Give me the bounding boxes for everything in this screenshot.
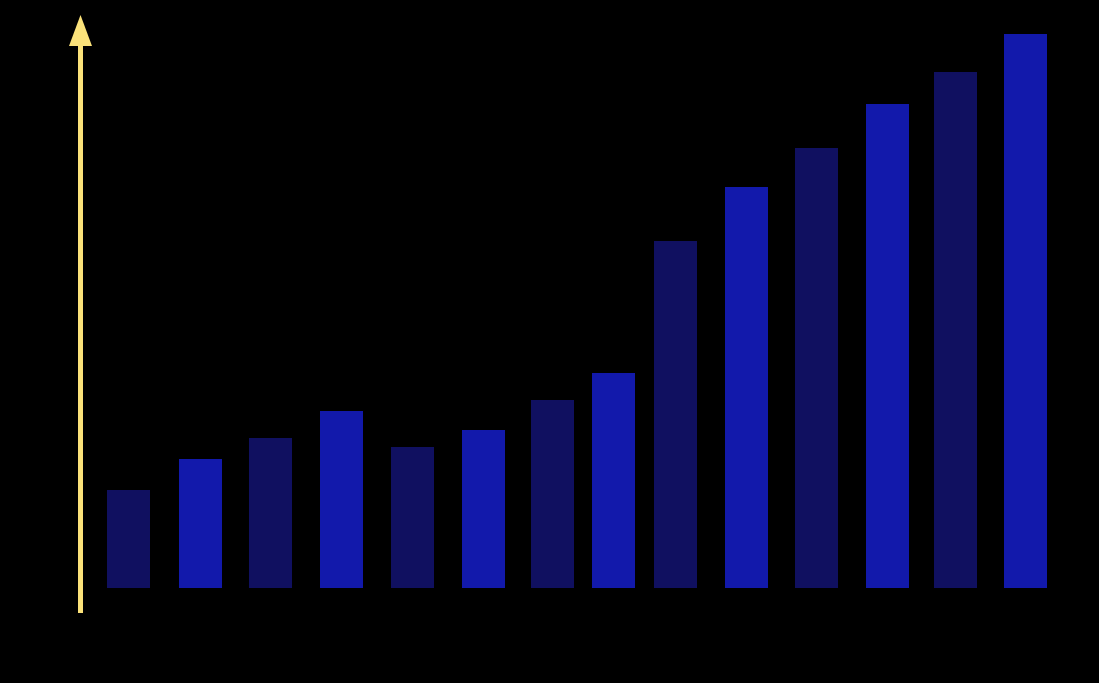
bar-6 [462, 430, 505, 588]
bar-13 [934, 72, 977, 588]
bar-5 [391, 447, 434, 588]
bar-12 [866, 104, 909, 588]
bar-7 [531, 400, 574, 588]
bar-10 [725, 187, 768, 588]
bar-11 [795, 148, 838, 588]
bar-4 [320, 411, 363, 588]
bar-14 [1004, 34, 1047, 588]
bar-9 [654, 241, 697, 588]
bar-8 [592, 373, 635, 588]
bar-2 [179, 459, 222, 588]
bar-1 [107, 490, 150, 588]
bar-3 [249, 438, 292, 588]
